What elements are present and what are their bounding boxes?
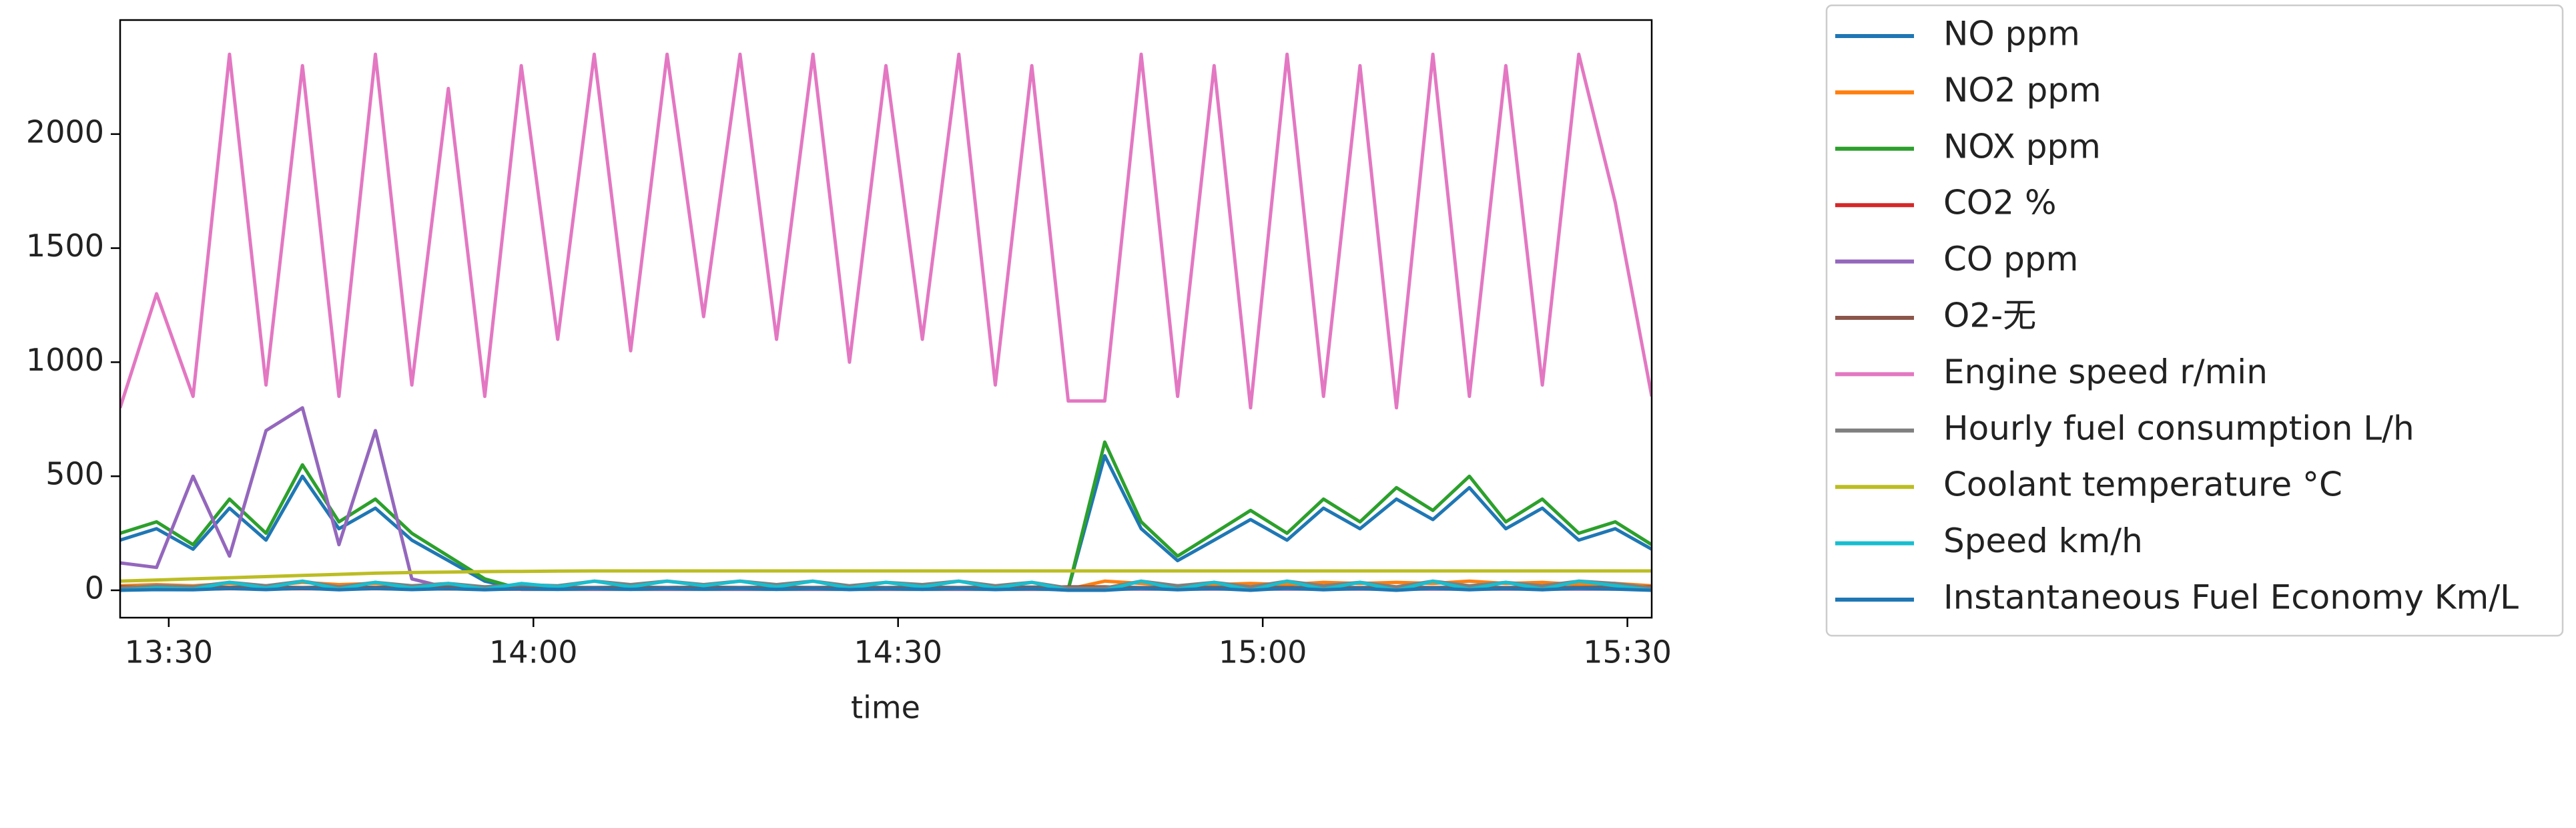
series-line: [120, 406, 1652, 591]
series-line: [120, 586, 1652, 592]
x-tick-label: 15:30: [1583, 634, 1672, 670]
legend-label: NO2 ppm: [1943, 71, 2102, 110]
y-tick-label: 2000: [26, 114, 104, 150]
series-line: [120, 52, 1652, 410]
legend-label: Instantaneous Fuel Economy Km/L: [1943, 578, 2519, 617]
legend-label: Engine speed r/min: [1943, 353, 2268, 391]
legend-label: CO2 %: [1943, 184, 2056, 222]
legend: [1825, 4, 2564, 637]
legend-label: NO ppm: [1943, 15, 2080, 53]
legend-label: Hourly fuel consumption L/h: [1943, 409, 2414, 447]
legend-label: O2-无: [1943, 296, 2036, 335]
series-line: [120, 569, 1652, 583]
x-tick-label: 14:30: [854, 634, 942, 670]
legend-label: Speed km/h: [1943, 522, 2143, 560]
y-tick-label: 500: [45, 456, 104, 492]
legend-label: CO ppm: [1943, 240, 2078, 278]
legend-label: NOX ppm: [1943, 127, 2101, 166]
y-tick-label: 1500: [26, 228, 104, 264]
plot-area: [120, 52, 1652, 592]
x-axis-label: time: [851, 690, 920, 726]
x-tick-label: 14:00: [489, 634, 578, 670]
plot-frame: [119, 19, 1653, 619]
x-tick-label: 13:30: [125, 634, 214, 670]
y-tick-label: 0: [85, 570, 104, 606]
y-tick-label: 1000: [26, 342, 104, 378]
legend-label: Coolant temperature °C: [1943, 465, 2342, 504]
x-tick-label: 15:00: [1219, 634, 1307, 670]
